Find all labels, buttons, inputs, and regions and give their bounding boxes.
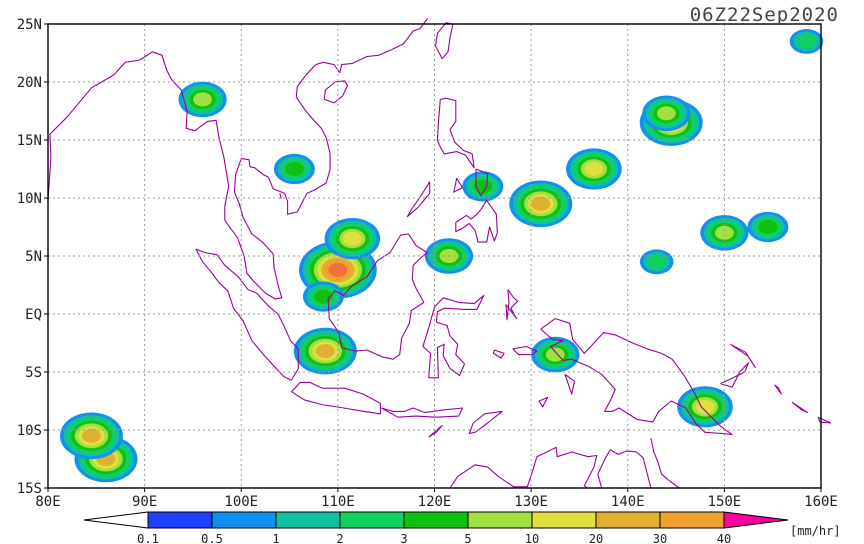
- legend-unit-label: [mm/hr]: [790, 524, 841, 538]
- coastline: [327, 233, 428, 360]
- lon-tick-label: 80E: [35, 494, 60, 510]
- coastline-layer: [47, 17, 832, 489]
- coastline: [449, 446, 598, 489]
- legend-tick-label: 10: [525, 532, 539, 544]
- coastline: [434, 22, 454, 60]
- coastline: [492, 349, 505, 359]
- lon-tick-label: 150E: [708, 494, 742, 510]
- legend-tick-label: 20: [589, 532, 603, 544]
- rain-cell: [193, 92, 213, 107]
- rain-cell: [285, 162, 304, 176]
- coastline: [291, 381, 381, 415]
- legend-color-box: [211, 511, 277, 529]
- legend-color-box: [659, 511, 725, 529]
- longitude-ticks: 80E 90E 100E 110E 120E 130E 140E 150E 160E: [35, 488, 838, 510]
- coastline: [791, 401, 809, 414]
- legend-tick-label: 0.1: [137, 532, 159, 544]
- lon-tick-label: 140E: [611, 494, 645, 510]
- legend-color-box: [467, 511, 533, 529]
- legend-color-box: [275, 511, 341, 529]
- legend-tick-label: 40: [717, 532, 731, 544]
- legend-tick-label: 1: [272, 532, 279, 544]
- legend-tick-label: 0.5: [201, 532, 223, 544]
- coastline: [381, 407, 464, 418]
- lat-tick-label: 10S: [17, 423, 42, 439]
- coastline: [323, 80, 349, 104]
- lat-tick-label: 15S: [17, 481, 42, 497]
- lat-tick-label: 15N: [17, 133, 42, 149]
- rain-cell: [715, 225, 734, 240]
- coastline: [453, 177, 463, 193]
- coastline: [406, 181, 431, 218]
- lon-tick-label: 130E: [514, 494, 548, 510]
- rain-cell: [695, 399, 715, 414]
- lon-tick-label: 90E: [132, 494, 157, 510]
- map-title: 06Z22Sep2020: [690, 4, 839, 26]
- legend-color-box: [595, 511, 661, 529]
- legend-tick-label: 30: [653, 532, 667, 544]
- coastline: [428, 424, 443, 438]
- coastline: [597, 449, 652, 489]
- rain-cell: [315, 344, 335, 359]
- coastline: [564, 373, 576, 395]
- coastline: [47, 17, 429, 300]
- rain-cell: [797, 34, 816, 49]
- rain-layer: [60, 29, 824, 483]
- rain-cell: [657, 106, 676, 121]
- coastline: [436, 97, 475, 169]
- lon-tick-label: 160E: [804, 494, 838, 510]
- coastline: [505, 289, 519, 321]
- coastline: [720, 362, 750, 388]
- rain-cell: [343, 231, 362, 246]
- grid-lines: [48, 24, 821, 488]
- rain-cell: [82, 428, 101, 443]
- legend-color-box: [403, 511, 469, 529]
- coastline: [468, 410, 503, 435]
- coastline: [774, 384, 782, 395]
- rain-cell: [758, 220, 778, 234]
- coastline: [512, 345, 538, 356]
- lat-tick-label: 5N: [25, 249, 42, 265]
- rain-cell: [647, 254, 667, 269]
- lat-tick-label: 5S: [25, 365, 42, 381]
- legend-tick-label: 2: [336, 532, 343, 544]
- lat-tick-label: 10N: [17, 191, 42, 207]
- rain-cell: [545, 347, 565, 362]
- coastline: [422, 294, 485, 379]
- coastline: [455, 199, 498, 243]
- lon-tick-label: 120E: [418, 494, 452, 510]
- legend-color-box: [339, 511, 405, 529]
- coastline: [817, 416, 832, 424]
- latitude-ticks: 25N 20N 15N 10N 5N EQ 5S 10S 15S: [17, 17, 48, 497]
- legend-over-triangle: [723, 511, 789, 529]
- rain-cell: [584, 162, 604, 176]
- coastline: [475, 168, 489, 197]
- coastline: [279, 193, 282, 199]
- lon-tick-label: 100E: [224, 494, 258, 510]
- legend-tick-label: 5: [464, 532, 471, 544]
- legend-color-box: [147, 511, 213, 529]
- coastline: [650, 437, 680, 489]
- coastline: [729, 343, 756, 368]
- lat-tick-label: 25N: [17, 17, 42, 33]
- coastline: [195, 248, 299, 381]
- legend-color-box: [531, 511, 597, 529]
- color-legend: 0.1 0.5 1 2 3 5 10 20 30 40: [83, 511, 789, 544]
- lat-tick-label: 20N: [17, 75, 42, 91]
- legend-tick-label: 3: [400, 532, 407, 544]
- lon-tick-label: 110E: [321, 494, 355, 510]
- lat-tick-label: EQ: [25, 307, 42, 323]
- coastline: [538, 396, 549, 408]
- coastline: [540, 318, 733, 436]
- rain-cell: [531, 196, 551, 211]
